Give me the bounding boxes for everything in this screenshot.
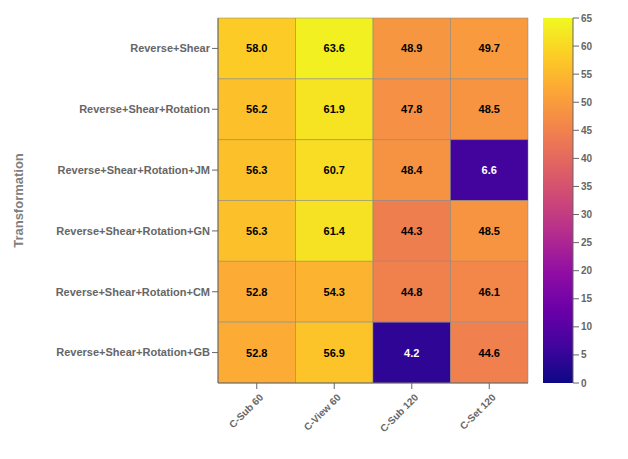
svg-text:C-Set 120: C-Set 120 bbox=[458, 391, 498, 431]
svg-text:61.4: 61.4 bbox=[324, 225, 346, 237]
svg-text:Reverse+Shear+Rotation+CM: Reverse+Shear+Rotation+CM bbox=[56, 286, 210, 298]
svg-text:Transformation: Transformation bbox=[11, 153, 26, 248]
svg-text:55: 55 bbox=[581, 69, 593, 80]
svg-text:56.3: 56.3 bbox=[246, 164, 267, 176]
svg-text:25: 25 bbox=[581, 237, 593, 248]
svg-text:60.7: 60.7 bbox=[324, 164, 345, 176]
svg-text:Reverse+Shear+Rotation+GB: Reverse+Shear+Rotation+GB bbox=[56, 346, 210, 358]
svg-text:65: 65 bbox=[581, 13, 593, 24]
svg-text:30: 30 bbox=[581, 209, 593, 220]
svg-text:C-Sub 60: C-Sub 60 bbox=[227, 391, 266, 430]
svg-text:15: 15 bbox=[581, 293, 593, 304]
svg-text:44.6: 44.6 bbox=[479, 347, 500, 359]
svg-text:Reverse+Shear+Rotation: Reverse+Shear+Rotation bbox=[79, 103, 210, 115]
svg-text:20: 20 bbox=[581, 265, 593, 276]
svg-text:46.1: 46.1 bbox=[479, 286, 500, 298]
svg-text:56.2: 56.2 bbox=[246, 103, 267, 115]
svg-text:48.5: 48.5 bbox=[479, 103, 500, 115]
svg-text:C-Sub 120: C-Sub 120 bbox=[378, 391, 421, 434]
svg-text:49.7: 49.7 bbox=[479, 42, 500, 54]
svg-text:5: 5 bbox=[581, 349, 587, 360]
svg-text:56.3: 56.3 bbox=[246, 225, 267, 237]
svg-text:48.5: 48.5 bbox=[479, 225, 500, 237]
svg-text:61.9: 61.9 bbox=[324, 103, 345, 115]
svg-text:10: 10 bbox=[581, 321, 593, 332]
svg-text:Reverse+Shear+Rotation+GN: Reverse+Shear+Rotation+GN bbox=[56, 225, 210, 237]
svg-text:45: 45 bbox=[581, 125, 593, 136]
svg-text:54.3: 54.3 bbox=[324, 286, 345, 298]
svg-text:6.6: 6.6 bbox=[482, 164, 497, 176]
svg-text:40: 40 bbox=[581, 153, 593, 164]
svg-text:Reverse+Shear+Rotation+JM: Reverse+Shear+Rotation+JM bbox=[57, 164, 210, 176]
svg-text:0: 0 bbox=[581, 378, 587, 389]
svg-text:Reverse+Shear: Reverse+Shear bbox=[130, 42, 211, 54]
svg-text:C-View 60: C-View 60 bbox=[302, 391, 343, 432]
svg-text:60: 60 bbox=[581, 41, 593, 52]
svg-text:58.0: 58.0 bbox=[246, 42, 267, 54]
svg-text:48.9: 48.9 bbox=[401, 42, 422, 54]
svg-text:50: 50 bbox=[581, 97, 593, 108]
svg-text:52.8: 52.8 bbox=[246, 286, 267, 298]
svg-text:48.4: 48.4 bbox=[401, 164, 423, 176]
svg-text:4.2: 4.2 bbox=[404, 347, 419, 359]
svg-text:35: 35 bbox=[581, 181, 593, 192]
svg-text:44.3: 44.3 bbox=[401, 225, 422, 237]
svg-text:47.8: 47.8 bbox=[401, 103, 422, 115]
svg-text:56.9: 56.9 bbox=[324, 347, 345, 359]
svg-text:52.8: 52.8 bbox=[246, 347, 267, 359]
svg-text:44.8: 44.8 bbox=[401, 286, 422, 298]
svg-text:63.6: 63.6 bbox=[324, 42, 345, 54]
